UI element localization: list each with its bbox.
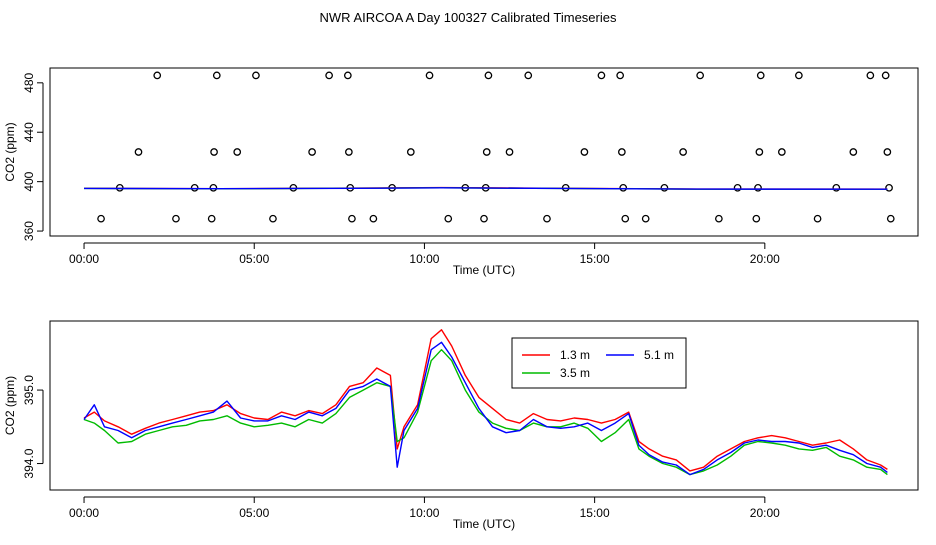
scatter-point [190, 183, 199, 192]
y-tick-label: 394.0 [22, 448, 36, 478]
scatter-point [252, 71, 260, 80]
scatter-point [885, 183, 893, 192]
x-tick-label: 05:00 [239, 506, 269, 520]
scatter-point [345, 148, 353, 156]
scatter-point [813, 214, 822, 223]
scatter-point [621, 214, 630, 223]
x-tick-label: 10:00 [409, 506, 439, 520]
scatter-point [233, 148, 242, 156]
scatter-point [715, 214, 723, 223]
scatter-point [210, 148, 218, 156]
chart-title: NWR AIRCOA A Day 100327 Calibrated Times… [320, 10, 617, 25]
legend-box [511, 337, 687, 389]
scatter-point [343, 71, 352, 80]
scatter-point [406, 148, 415, 156]
series-line-5-1-m [83, 187, 888, 190]
y-tick-label: 440 [22, 122, 36, 142]
scatter-point [153, 71, 162, 80]
series-line-3-5-m [83, 349, 888, 476]
x-tick-label: 05:00 [239, 252, 269, 266]
legend-label: 5.1 m [644, 348, 674, 362]
scatter-point [444, 214, 453, 223]
scatter-point [660, 183, 669, 192]
scatter-point [618, 148, 626, 156]
scatter-point [733, 183, 742, 192]
series-line-5-1-m [83, 341, 888, 476]
legend-label: 1.3 m [560, 348, 590, 362]
scatter-point [777, 148, 786, 156]
scatter-point [484, 71, 493, 80]
scatter-point [883, 148, 892, 156]
x-tick-label: 00:00 [69, 252, 99, 266]
scatter-point [325, 71, 333, 80]
scatter-point [207, 214, 216, 223]
scatter-point [580, 148, 589, 156]
scatter-point [134, 148, 143, 156]
scatter-point [616, 71, 625, 80]
scatter-point [172, 214, 180, 223]
y-axis-title: CO2 (ppm) [3, 122, 17, 181]
y-tick-label: 395.0 [22, 375, 36, 405]
scatter-point [866, 71, 875, 80]
scatter-point [641, 214, 650, 223]
scatter-point [209, 183, 218, 192]
x-axis-title: Time (UTC) [453, 517, 515, 531]
scatter-point [482, 148, 491, 156]
scatter-point [524, 71, 533, 80]
bottom-panel: 00:00 05:00 10:00 15:00 20:00 Time (UTC) 394.0… [3, 320, 919, 531]
legend-label: 3.5 m [560, 366, 590, 380]
scatter-point [505, 148, 514, 156]
y-tick-label: 480 [22, 72, 36, 92]
scatter-point [756, 71, 765, 80]
scatter-point [881, 71, 890, 80]
plot-frame [49, 320, 919, 491]
top-panel: 00:00 05:00 10:00 15:00 20:00 Time (UTC) 360 40… [3, 67, 919, 277]
scatter-point [480, 214, 488, 223]
x-tick-label: 00:00 [69, 506, 99, 520]
scatter-point [369, 214, 378, 223]
scatter-point [832, 183, 841, 192]
scatter-point [886, 214, 895, 223]
scatter-point [269, 214, 277, 223]
x-axis-title: Time (UTC) [453, 263, 515, 277]
plot-frame [49, 67, 919, 237]
scatter-point [425, 71, 434, 80]
y-tick-label: 360 [22, 221, 36, 241]
scatter-point [619, 183, 628, 192]
x-tick-label: 20:00 [750, 252, 780, 266]
scatter-point [308, 148, 316, 156]
x-tick-label: 15:00 [580, 506, 610, 520]
series-line-1-3-m [83, 329, 888, 472]
scatter-point [597, 71, 606, 80]
scatter-point [543, 214, 551, 223]
x-tick-label: 10:00 [409, 252, 439, 266]
y-axis-title: CO2 (ppm) [3, 376, 17, 435]
scatter-point [679, 148, 687, 156]
scatter-point [212, 71, 221, 80]
scatter-point [754, 183, 762, 192]
scatter-point [755, 148, 764, 156]
scatter-point [752, 214, 761, 223]
y-tick-label: 400 [22, 171, 36, 191]
x-tick-label: 15:00 [580, 252, 610, 266]
scatter-point [795, 71, 803, 80]
scatter-point [849, 148, 858, 156]
x-tick-label: 20:00 [750, 506, 780, 520]
scatter-point [696, 71, 704, 80]
scatter-point [97, 214, 105, 223]
scatter-point [348, 214, 356, 223]
